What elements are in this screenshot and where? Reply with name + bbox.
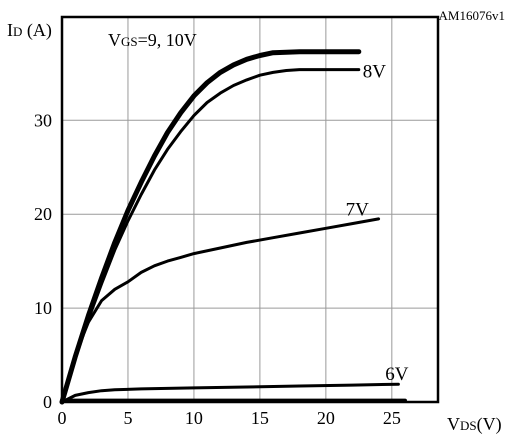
figure-id: AM16076v1 <box>439 8 505 23</box>
chart-labels: AM16076v1 ID (A) VDS(V) VGS=9, 10V 8V 7V 6V <box>7 8 505 434</box>
y-tick-label: 20 <box>34 204 52 224</box>
x-tick-label: 25 <box>383 408 401 428</box>
curves-group <box>59 49 407 405</box>
y-tick-label: 0 <box>43 392 52 412</box>
series-label: 7V <box>346 200 370 221</box>
curve-series-4 <box>60 382 400 404</box>
y-tick-label: 30 <box>34 110 52 130</box>
curve-series-2 <box>60 68 361 404</box>
x-tick-label: 5 <box>123 408 132 428</box>
curve-series-3 <box>60 217 381 404</box>
x-tick-label: 20 <box>317 408 335 428</box>
x-tick-label: 15 <box>251 408 269 428</box>
x-tick-label: 0 <box>58 408 67 428</box>
tick-labels: 0 5 10 15 20 25 0 10 20 30 <box>34 110 401 428</box>
y-axis-label: ID (A) <box>7 20 52 41</box>
x-axis-label: VDS(V) <box>447 414 502 434</box>
series-label: 6V <box>385 364 409 385</box>
y-tick-label: 10 <box>34 298 52 318</box>
curve-series-1 <box>59 49 362 405</box>
series-label-vgs: VGS=9, 10V <box>108 30 197 50</box>
x-tick-label: 10 <box>185 408 203 428</box>
series-label: 8V <box>363 61 387 82</box>
